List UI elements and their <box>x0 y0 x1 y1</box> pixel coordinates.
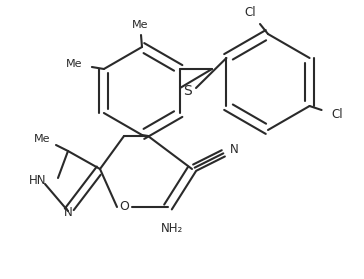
Text: Me: Me <box>34 134 50 144</box>
Text: Cl: Cl <box>332 107 343 121</box>
Text: O: O <box>119 201 129 213</box>
Text: N: N <box>230 143 238 155</box>
Text: Me: Me <box>66 59 82 69</box>
Text: N: N <box>64 206 72 220</box>
Text: HN: HN <box>28 174 46 187</box>
Text: Cl: Cl <box>244 6 256 18</box>
Text: S: S <box>183 84 193 98</box>
Text: NH₂: NH₂ <box>161 222 183 235</box>
Text: Me: Me <box>132 20 148 30</box>
